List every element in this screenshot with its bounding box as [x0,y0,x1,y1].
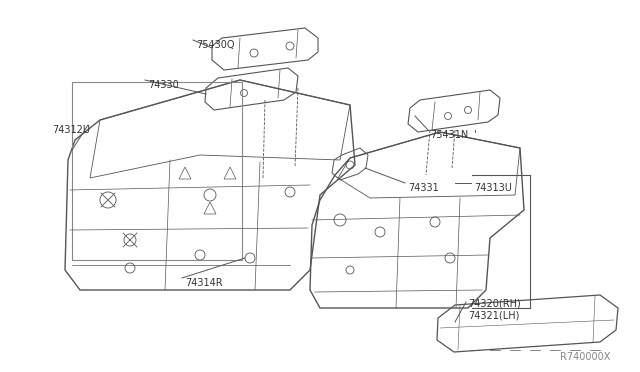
Text: R740000X: R740000X [559,352,610,362]
Text: 74331: 74331 [408,183,439,193]
Text: 74312U: 74312U [52,125,90,135]
Text: 74313U: 74313U [474,183,512,193]
Text: 75431N: 75431N [430,130,468,140]
Text: 74330: 74330 [148,80,179,90]
Text: 74314R: 74314R [185,278,223,288]
Text: 74321(LH): 74321(LH) [468,311,520,321]
Text: 75430Q: 75430Q [196,40,234,50]
Bar [72,82,242,260]
Text: 74320(RH): 74320(RH) [468,298,521,308]
